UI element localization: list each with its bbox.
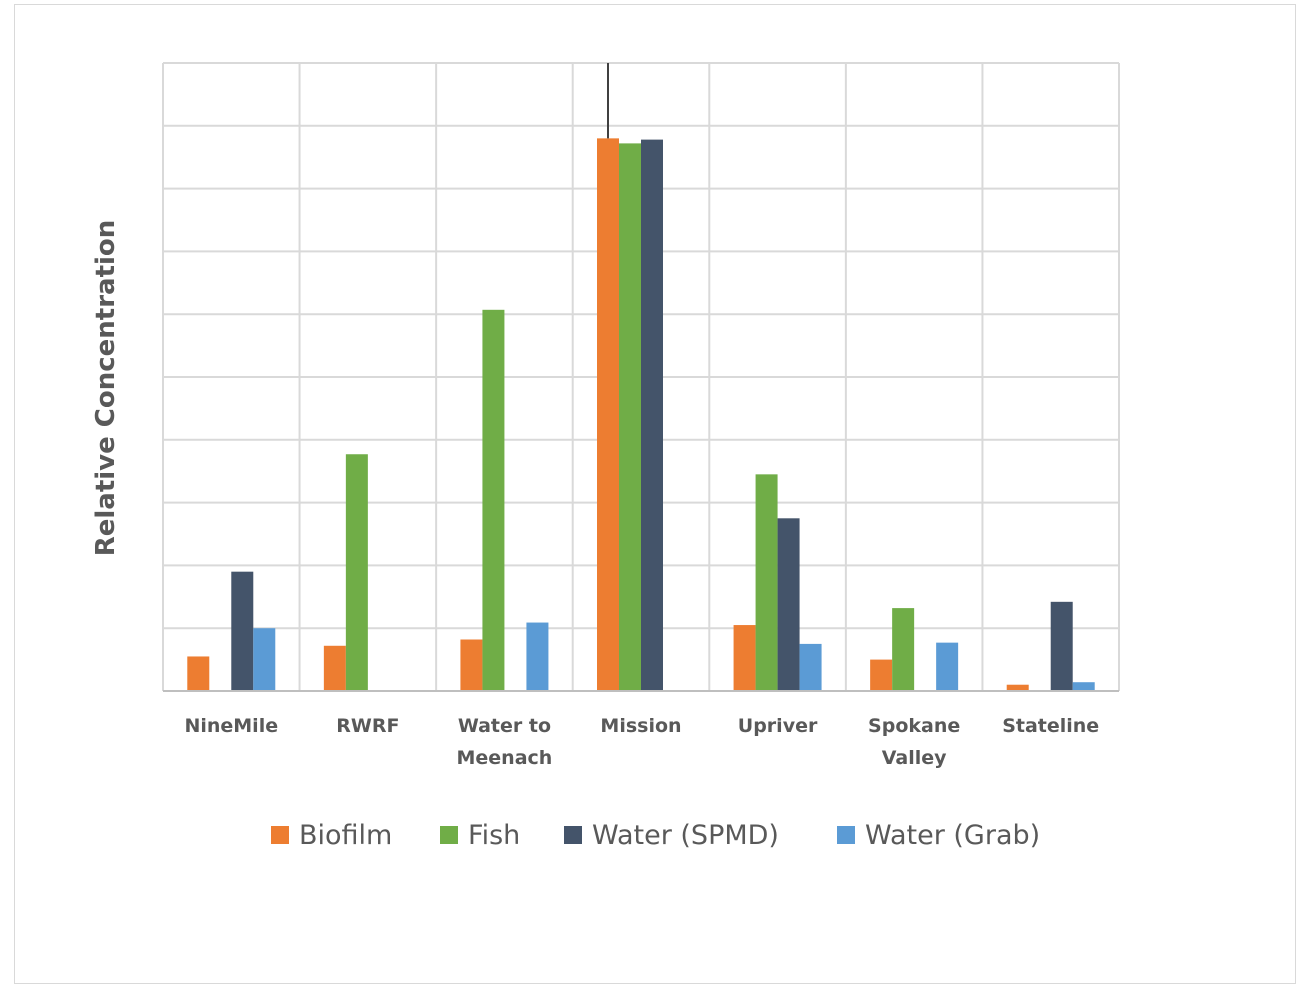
bar-fish: [619, 143, 641, 691]
bar-biofilm: [870, 659, 893, 691]
bar-water-spmd: [1050, 601, 1073, 691]
y-axis-title: Relative Concentration: [91, 220, 121, 557]
bar-biofilm: [597, 138, 619, 692]
bar-water-grab: [1072, 682, 1095, 691]
bars: [187, 63, 1095, 692]
legend-swatch: [564, 826, 582, 844]
bar-water-grab: [799, 643, 822, 691]
category-label-line: Mission: [600, 715, 681, 737]
legend-label: Water (Grab): [865, 820, 1040, 851]
legend-label: Fish: [468, 820, 520, 851]
category-label-line: Meenach: [457, 747, 553, 769]
category-label: Spokane Valley: [868, 715, 960, 769]
legend-swatch: [837, 826, 855, 844]
bar-fish: [482, 309, 505, 691]
category-label: RWRF: [336, 715, 399, 737]
category-label-line: Upriver: [738, 715, 818, 737]
category-label: Water to Meenach: [457, 715, 553, 769]
legend-label: Water (SPMD): [592, 820, 779, 851]
category-label: NineMile: [184, 715, 278, 737]
bar-fish: [755, 474, 778, 691]
legend-swatch: [440, 826, 458, 844]
bar-biofilm: [1006, 684, 1029, 691]
bar-water-spmd: [777, 518, 800, 691]
bar-biofilm: [733, 625, 756, 691]
category-label-line: Spokane: [868, 715, 960, 737]
category-label: Mission: [600, 715, 681, 737]
gridlines: [162, 62, 1120, 691]
legend-label: Biofilm: [299, 820, 392, 851]
category-label-line: Stateline: [1002, 715, 1099, 737]
category-label-line: RWRF: [336, 715, 399, 737]
category-label: Upriver: [738, 715, 818, 737]
category-label: Stateline: [1002, 715, 1099, 737]
category-label-line: Valley: [882, 747, 947, 769]
bar-biofilm: [460, 639, 483, 691]
category-label-line: NineMile: [184, 715, 278, 737]
bar-fish: [345, 454, 368, 691]
bar-water-spmd: [231, 571, 254, 691]
category-label-line: Water to: [458, 715, 551, 737]
bar-water-grab: [253, 628, 276, 691]
bar-water-grab: [526, 622, 549, 691]
bar-water-spmd: [641, 139, 663, 692]
category-labels: NineMile RWRF Water to Meenach Mission Uprive…: [184, 715, 1099, 769]
legend-swatch: [271, 826, 289, 844]
legend: Biofilm Fish Water (SPMD) Water (Grab): [271, 820, 1040, 851]
bar-fish: [892, 608, 915, 691]
bar-biofilm: [187, 656, 210, 691]
bar-water-grab: [936, 642, 959, 691]
bar-biofilm: [323, 645, 346, 691]
